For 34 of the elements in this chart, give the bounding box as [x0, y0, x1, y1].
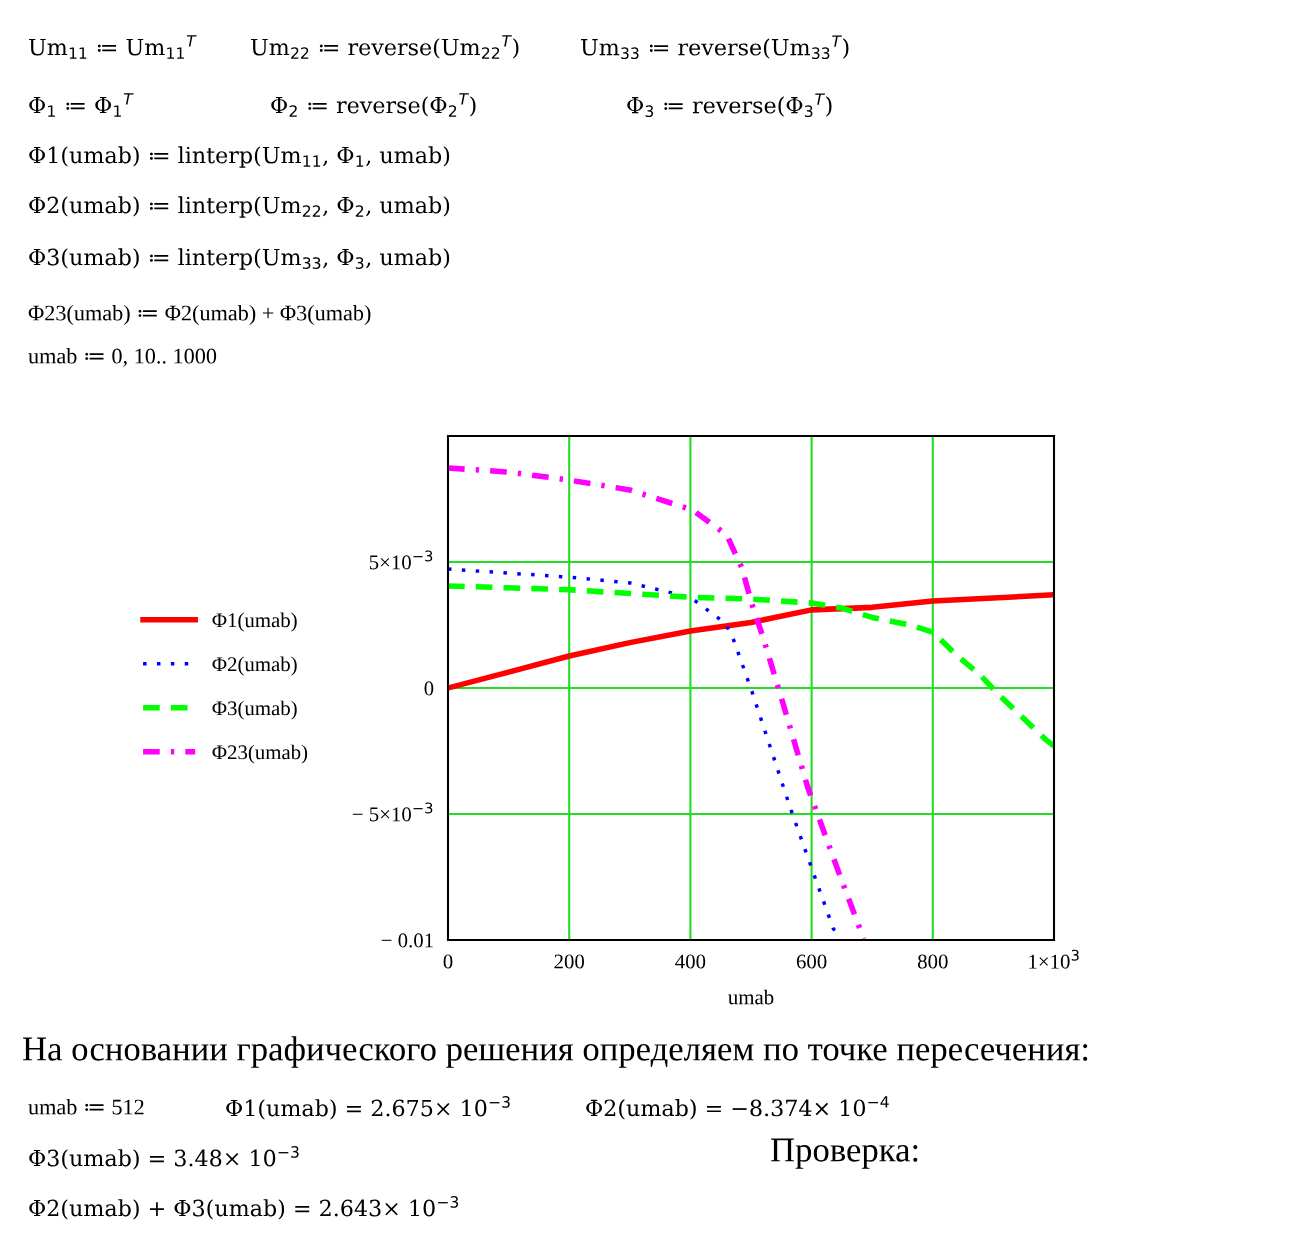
- x-tick-label: 200: [554, 954, 585, 969]
- text: umab ≔ 512: [28, 1098, 144, 1115]
- y-tick-label: − 0.01: [381, 933, 433, 948]
- x-tick-label: 800: [917, 954, 948, 969]
- legend-label: Φ3(umab): [212, 700, 297, 720]
- x-tick-label: 600: [796, 954, 827, 969]
- x-tick-label: 0: [443, 954, 453, 969]
- text: Φ2(umab) ≔ linterp(Um$_{22}$, Φ$_{2}$, umab): [29, 196, 450, 218]
- x-axis-title: umab: [728, 989, 774, 1005]
- text: Φ$_{1}$ ≔ Φ$_{1}$$^{T}$: [29, 93, 134, 117]
- x-tick-label: 400: [675, 954, 706, 969]
- text: umab ≔ 0, 10.. 1000: [28, 347, 217, 367]
- text: Φ1(umab) = 2.675× 10$^{−3}$: [226, 1096, 510, 1120]
- text: Um$_{22}$ ≔ reverse(Um$_{22}$$^{T}$): [251, 35, 519, 59]
- text: Φ2(umab) + Φ3(umab) = 2.643× 10$^{−3}$: [29, 1196, 459, 1220]
- x-tick-label: 1×10$^{3}$: [1029, 949, 1079, 969]
- text: Φ3(umab) = 3.48× 10$^{−3}$: [29, 1146, 299, 1170]
- text: Um$_{11}$ ≔ Um$_{11}$$^{T}$: [29, 35, 197, 59]
- legend-label: Φ1(umab): [212, 612, 297, 632]
- y-tick-label: − 5×10$^{−3}$: [352, 802, 433, 822]
- text: Φ23(umab) ≔ Φ2(umab) + Φ3(umab): [28, 304, 371, 326]
- text: Проверка:: [771, 1138, 918, 1169]
- text: Um$_{33}$ ≔ reverse(Um$_{33}$$^{T}$): [581, 35, 849, 60]
- y-tick-label: 5×10$^{−3}$: [369, 550, 433, 570]
- text: Φ$_{2}$ ≔ reverse(Φ$_{2}$$^{T}$): [271, 93, 476, 117]
- legend-label: Φ23(umab): [212, 744, 308, 764]
- y-tick-label: 0: [424, 681, 434, 696]
- text: Φ1(umab) ≔ linterp(Um$_{11}$, Φ$_{1}$, umab): [29, 146, 450, 168]
- line-series: [448, 567, 839, 935]
- text: Φ3(umab) ≔ linterp(Um$_{33}$, Φ$_{3}$, umab): [29, 248, 450, 270]
- text: Φ2(umab) = −8.374× 10$^{−4}$: [586, 1096, 889, 1120]
- legend-label: Φ2(umab): [212, 656, 297, 676]
- text: Φ$_{3}$ ≔ reverse(Φ$_{3}$$^{T}$): [627, 93, 832, 118]
- text: На основании графического решения определяем по точке пересечения:: [23, 1036, 1088, 1068]
